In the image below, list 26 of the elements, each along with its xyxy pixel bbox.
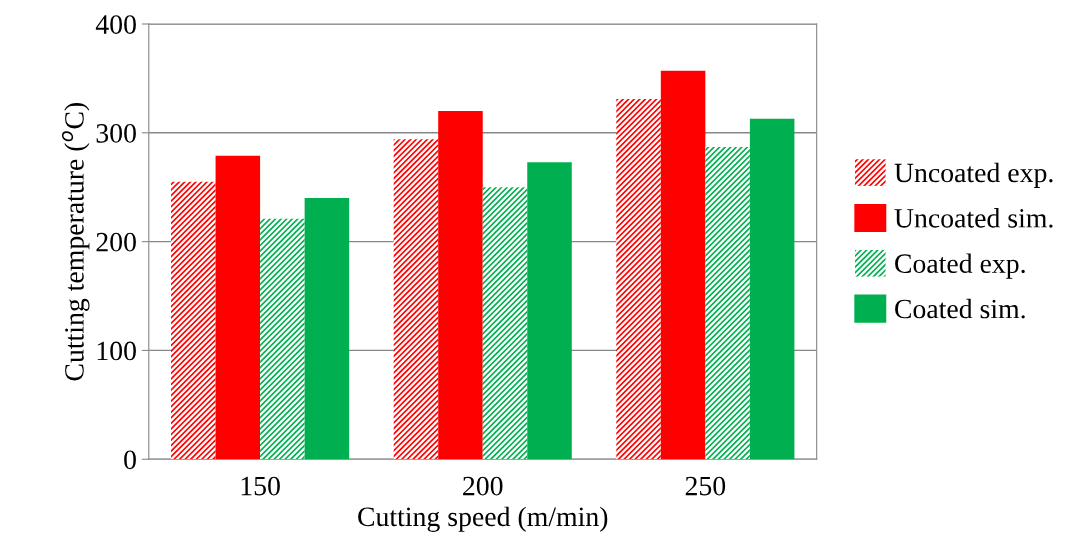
legend-label: Coated exp. xyxy=(895,253,1025,279)
bar xyxy=(482,187,528,460)
bar xyxy=(527,162,572,460)
bar xyxy=(304,198,350,460)
legend-label: Coated sim. xyxy=(895,298,1025,319)
y-tick-label: 400 xyxy=(95,15,136,34)
y-tick-label: 300 xyxy=(96,123,136,143)
y-tick-label: 200 xyxy=(96,232,136,252)
bar xyxy=(749,118,795,460)
bar xyxy=(438,111,483,460)
bar xyxy=(660,70,706,460)
y-axis-title: Cutting temperature ($^{o}$C) xyxy=(61,103,90,381)
y-tick-label: 0 xyxy=(124,450,136,470)
bar xyxy=(705,146,750,460)
bar xyxy=(215,155,261,460)
legend-label: Uncoated exp. xyxy=(894,162,1053,188)
legend-label: Uncoated sim. xyxy=(894,208,1053,228)
x-axis-title: Cutting speed (m/min) xyxy=(358,506,608,532)
x-tick-label: 200 xyxy=(463,476,503,496)
bar xyxy=(616,99,661,460)
bar xyxy=(393,139,439,460)
y-tick-label: 100 xyxy=(97,341,136,361)
bar xyxy=(171,181,216,460)
x-tick-label: 150 xyxy=(241,476,280,496)
x-tick-label: 250 xyxy=(685,476,726,496)
bar xyxy=(260,218,305,460)
